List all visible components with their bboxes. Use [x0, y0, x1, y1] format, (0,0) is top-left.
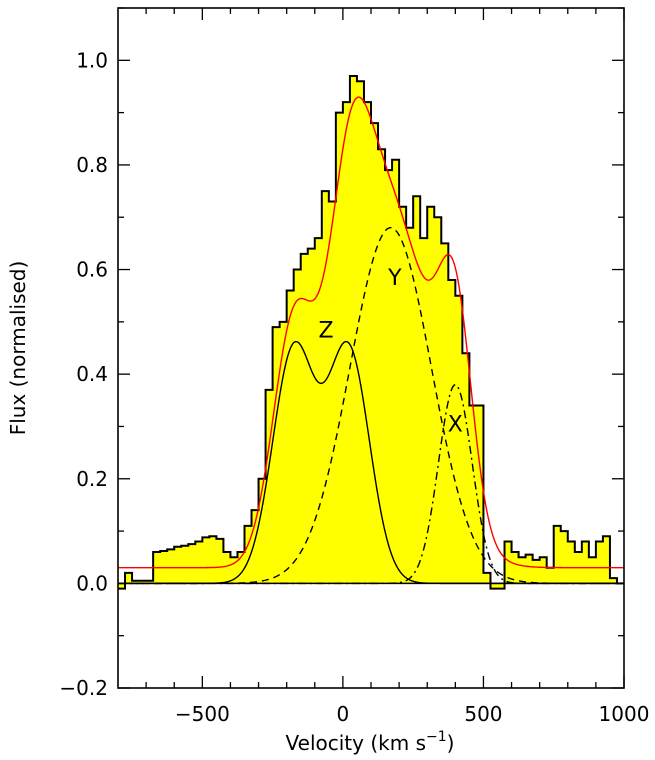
plot-content	[118, 75, 624, 590]
tick-labels: −500 0 500 1000 −0.2 0.0 0.2 0.4 0.6 0.8 1.0	[59, 48, 649, 726]
x-axis-title: Velocity (km s−1)	[286, 729, 455, 755]
y-tick-label: 0.2	[76, 467, 108, 491]
axes	[117, 7, 625, 689]
y-tick-label: 0.4	[76, 362, 108, 386]
histogram-step-line	[118, 75, 624, 590]
y-tick-label: −0.2	[59, 676, 108, 700]
total-fit-curve	[118, 96, 624, 569]
y-tick-label: 0.8	[76, 153, 108, 177]
y-axis-title: Flux (normalised)	[6, 261, 30, 436]
x-tick-label: 500	[464, 702, 502, 726]
x-tick-label: 1000	[599, 702, 650, 726]
y-tick-label: 1.0	[76, 48, 108, 72]
y-tick-label: 0.0	[76, 571, 108, 595]
x-tick-label: 0	[337, 702, 350, 726]
component-label-z: Z	[318, 319, 333, 344]
plot-area: Z Y X	[118, 75, 624, 590]
component-x-curve	[118, 383, 624, 585]
component-label-y: Y	[387, 266, 402, 291]
x-tick-label: −500	[175, 702, 230, 726]
component-label-x: X	[448, 413, 463, 438]
histogram-fill	[118, 76, 624, 589]
y-tick-label: 0.6	[76, 258, 108, 282]
